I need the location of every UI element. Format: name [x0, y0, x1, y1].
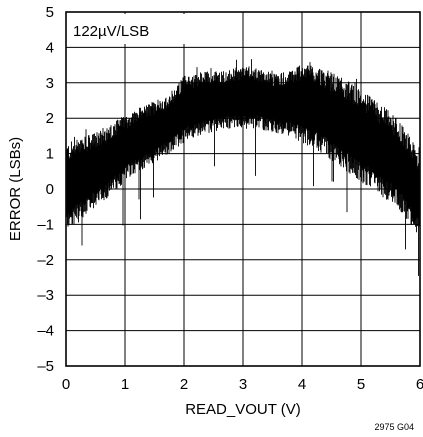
x-tick-label: 3: [239, 376, 247, 393]
grid: [66, 12, 420, 366]
y-tick-label: –5: [37, 358, 54, 375]
x-tick-label: 5: [357, 376, 365, 393]
x-tick-label: 2: [180, 376, 188, 393]
annotation-lsb: 122µV/LSB: [73, 23, 149, 40]
y-tick-label: 2: [46, 110, 54, 127]
x-tick-labels: 0 1 2 3 4 5 6: [62, 376, 423, 393]
y-tick-label: –1: [37, 216, 54, 233]
y-tick-label: 3: [46, 75, 54, 92]
y-tick-label: –2: [37, 252, 54, 269]
y-tick-label: 1: [46, 146, 54, 163]
figure-id: 2975 G04: [374, 422, 414, 432]
x-tick-label: 0: [62, 376, 70, 393]
y-tick-label: 4: [46, 39, 54, 56]
y-tick-label: –3: [37, 287, 54, 304]
y-axis-label: ERROR (LSBs): [7, 137, 24, 241]
plot-frame: [65, 11, 421, 367]
y-tick-label: 0: [46, 181, 54, 198]
x-tick-label: 1: [121, 376, 129, 393]
x-axis-label: READ_VOUT (V): [185, 401, 301, 418]
annotation-background: [68, 14, 186, 44]
x-tick-label: 6: [416, 376, 423, 393]
y-tick-labels: –5 –4 –3 –2 –1 0 1 2 3 4 5: [37, 4, 54, 375]
y-tick-label: 5: [46, 4, 54, 21]
y-tick-label: –4: [37, 323, 54, 340]
x-tick-label: 4: [298, 376, 306, 393]
series-error-band: [66, 59, 420, 276]
noise-band: [66, 59, 420, 276]
